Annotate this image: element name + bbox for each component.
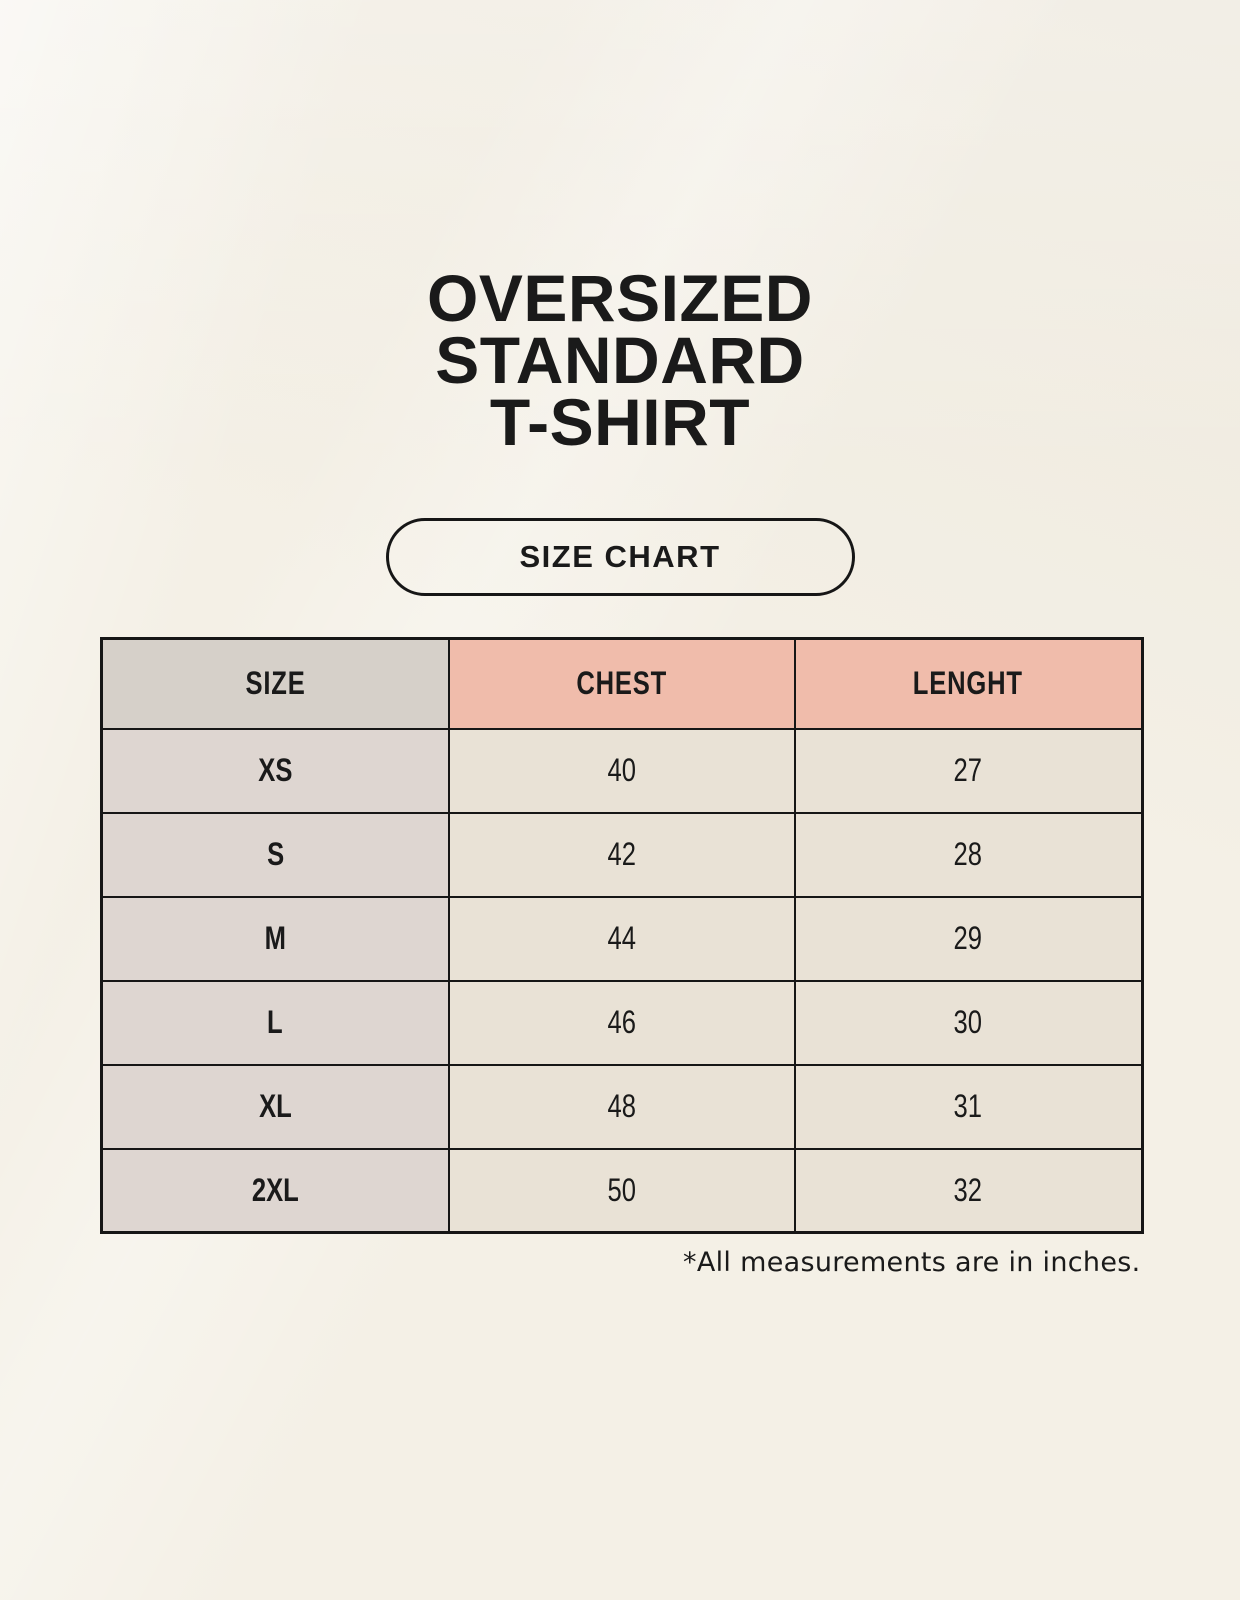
chest-cell: 50 <box>448 1147 796 1234</box>
size-label: XL <box>258 1088 292 1124</box>
size-cell: L <box>100 979 450 1066</box>
chest-cell: 44 <box>448 895 796 982</box>
chest-value: 50 <box>607 1171 637 1208</box>
size-chart-button[interactable]: SIZE CHART <box>385 518 855 596</box>
chest-cell: 46 <box>448 979 796 1066</box>
measurements-note: *All measurements are in inches. <box>683 1247 1141 1278</box>
size-cell: XL <box>100 1063 450 1150</box>
length-cell: 29 <box>794 895 1143 982</box>
column-header-chest-label: CHEST <box>576 665 668 702</box>
table-row: 2XL 50 32 <box>100 1147 1143 1234</box>
length-value: 27 <box>954 752 983 788</box>
chest-cell: 40 <box>448 727 796 814</box>
length-cell: 27 <box>794 727 1143 814</box>
length-cell: 31 <box>794 1063 1143 1150</box>
page-title-line: T-SHIRT <box>489 385 751 459</box>
size-chart-button-label: SIZE CHART <box>519 539 721 574</box>
size-chart-table: SIZE CHEST LENGHT XS 40 27 S 42 28 M <box>99 637 1144 1234</box>
length-value: 29 <box>954 920 983 956</box>
chest-value: 40 <box>607 752 637 788</box>
table-row: S 42 28 <box>100 811 1143 898</box>
chest-value: 46 <box>607 1004 637 1040</box>
column-header-size: SIZE <box>100 637 450 730</box>
chest-value: 42 <box>607 836 637 872</box>
length-value: 31 <box>954 1088 983 1124</box>
table-row: M 44 29 <box>100 895 1143 982</box>
chest-value: 44 <box>607 920 637 956</box>
length-cell: 32 <box>794 1147 1143 1234</box>
size-label: XS <box>258 752 293 788</box>
page-title: OVERSIZED STANDARD T-SHIRT <box>0 0 1240 455</box>
size-label: M <box>264 920 286 956</box>
column-header-length: LENGHT <box>794 637 1143 730</box>
size-cell: 2XL <box>100 1147 450 1234</box>
size-cell: S <box>100 811 450 898</box>
header-row: SIZE CHEST LENGHT <box>100 637 1143 730</box>
column-header-chest: CHEST <box>448 637 796 730</box>
size-cell: M <box>100 895 450 982</box>
size-chart-table-container: SIZE CHEST LENGHT XS 40 27 S 42 28 M <box>99 637 1144 1234</box>
page-title-line: STANDARD <box>435 323 805 397</box>
size-label: 2XL <box>251 1171 299 1208</box>
size-label: L <box>267 1004 284 1040</box>
length-value: 28 <box>954 836 983 872</box>
table-row: XL 48 31 <box>100 1063 1143 1150</box>
chest-cell: 48 <box>448 1063 796 1150</box>
size-chart-graphic: OVERSIZED STANDARD T-SHIRT SIZE CHART SI… <box>0 0 1240 1278</box>
page-title-line: OVERSIZED <box>427 261 813 335</box>
length-value: 32 <box>954 1171 983 1208</box>
chest-cell: 42 <box>448 811 796 898</box>
column-header-size-label: SIZE <box>245 665 306 702</box>
length-cell: 28 <box>794 811 1143 898</box>
length-value: 30 <box>954 1004 983 1040</box>
chest-value: 48 <box>607 1088 637 1124</box>
length-cell: 30 <box>794 979 1143 1066</box>
table-row: L 46 30 <box>100 979 1143 1066</box>
size-cell: XS <box>100 727 450 814</box>
column-header-length-label: LENGHT <box>913 665 1024 702</box>
table-row: XS 40 27 <box>100 727 1143 814</box>
size-label: S <box>266 836 284 872</box>
